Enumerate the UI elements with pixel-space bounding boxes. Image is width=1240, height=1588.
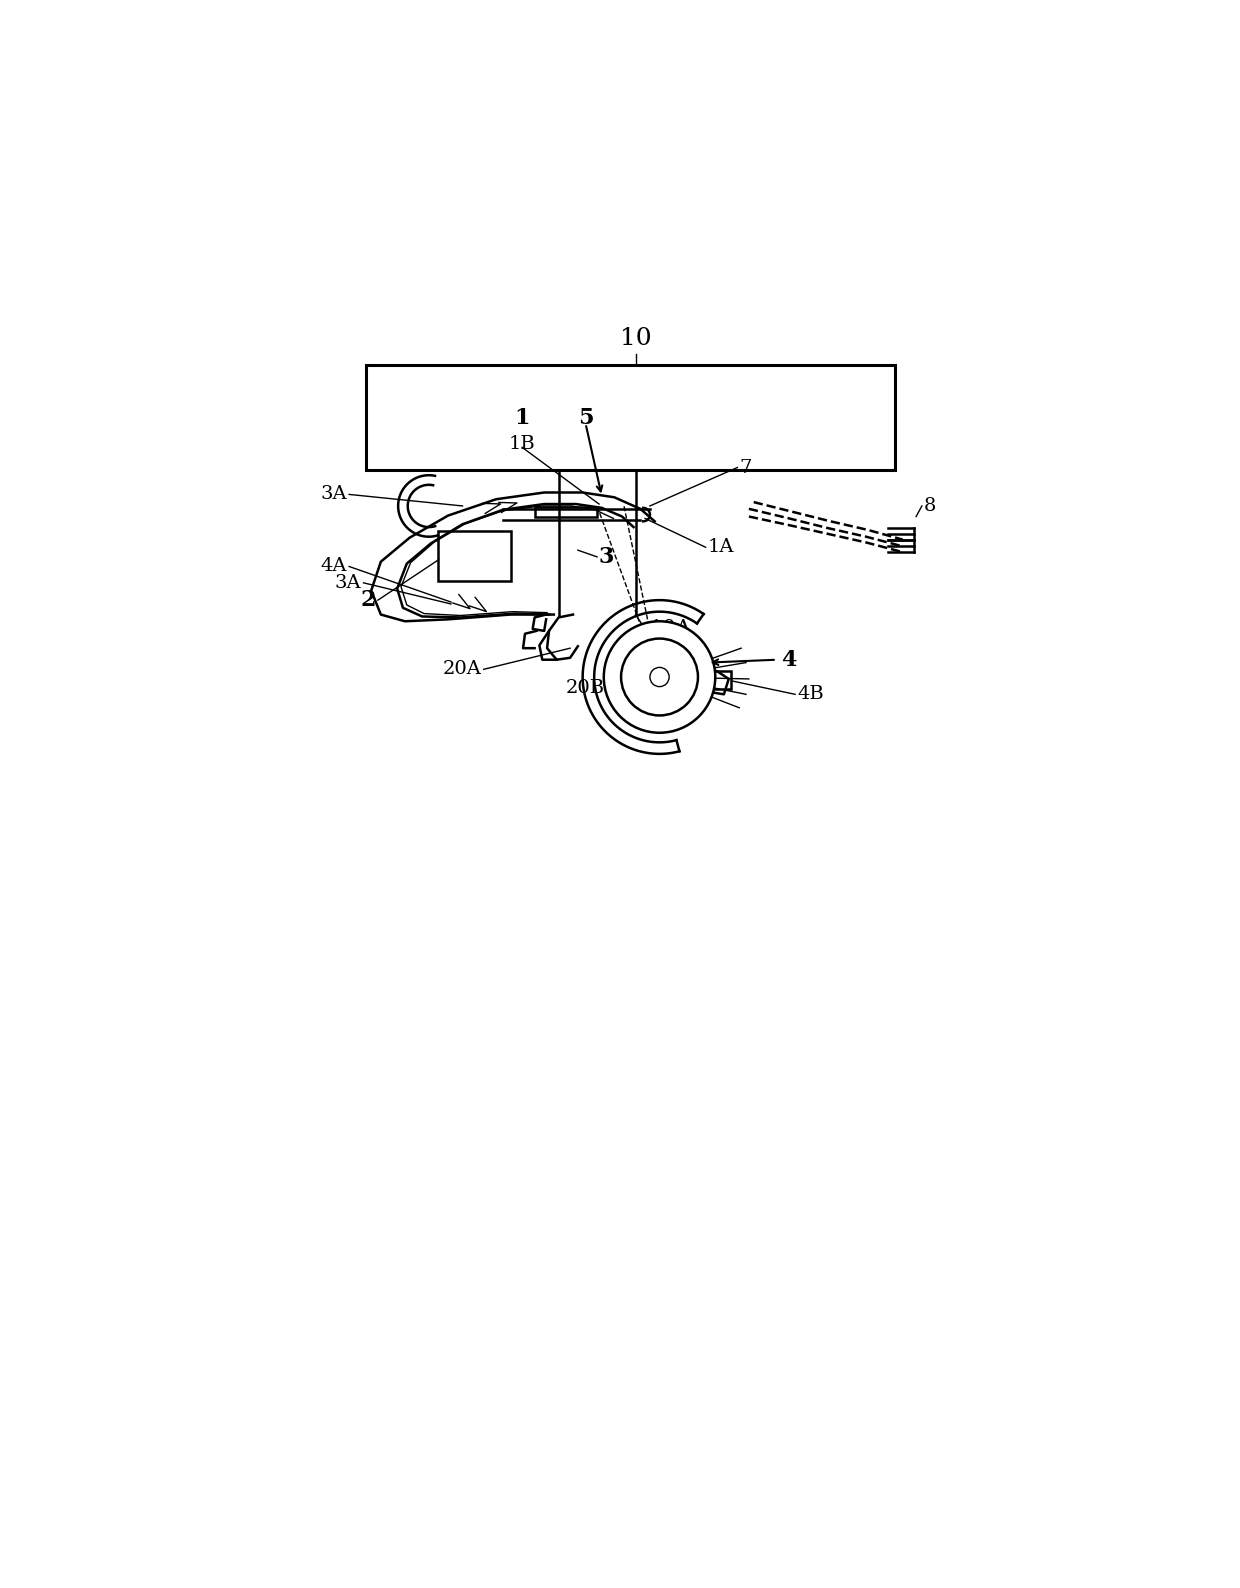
Text: 2: 2	[361, 589, 376, 611]
Text: 4A: 4A	[321, 557, 347, 575]
Text: 20A: 20A	[443, 661, 481, 678]
Bar	[367, 365, 895, 470]
Text: 8: 8	[924, 497, 936, 515]
Bar	[439, 530, 511, 581]
Text: 3A: 3A	[321, 486, 347, 503]
Text: 3: 3	[599, 546, 614, 569]
Text: 1B: 1B	[508, 435, 536, 454]
Circle shape	[604, 621, 715, 732]
Text: 3A: 3A	[335, 573, 362, 592]
Text: 4: 4	[781, 649, 797, 670]
Text: 10A: 10A	[650, 619, 692, 638]
Text: 20B: 20B	[565, 678, 605, 697]
Bar	[709, 672, 730, 689]
Circle shape	[621, 638, 698, 716]
Circle shape	[650, 667, 670, 686]
Text: 1A: 1A	[708, 538, 734, 556]
Text: 1: 1	[515, 407, 529, 429]
Text: 7: 7	[739, 459, 751, 476]
Bar	[534, 507, 598, 518]
Text: 4B: 4B	[797, 686, 823, 703]
Text: 10: 10	[620, 327, 651, 351]
Text: 5: 5	[578, 407, 593, 429]
